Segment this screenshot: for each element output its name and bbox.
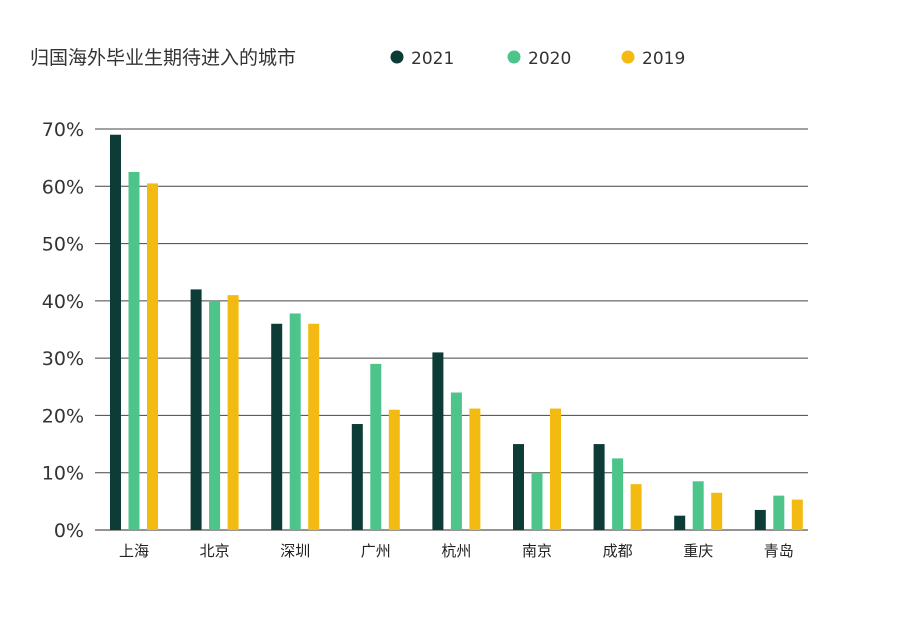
bar-2021-6 xyxy=(593,444,605,530)
legend-item-2019: 2019 xyxy=(621,49,685,69)
legend-label: 2020 xyxy=(528,49,571,69)
bar-2021-2 xyxy=(271,323,283,530)
x-tick-label: 北京 xyxy=(200,542,230,560)
y-tick-label: 50% xyxy=(42,234,84,256)
bar-2020-3 xyxy=(370,363,382,530)
bar-2021-5 xyxy=(513,444,524,530)
bar-2021-1 xyxy=(190,289,202,530)
bar-2019-7 xyxy=(711,492,723,530)
x-tick-label: 南京 xyxy=(522,542,552,560)
bar-2021-8 xyxy=(754,509,766,530)
x-tick-label: 深圳 xyxy=(280,542,310,560)
x-tick-label: 成都 xyxy=(603,542,633,560)
x-tick-label: 广州 xyxy=(361,542,391,560)
bar-2019-2 xyxy=(308,323,320,530)
bar-2019-0 xyxy=(147,183,158,530)
legend-swatch xyxy=(507,50,521,64)
legend-item-2021: 2021 xyxy=(390,49,454,69)
bar-2019-5 xyxy=(550,408,561,530)
x-tick-label: 青岛 xyxy=(764,542,794,560)
bar-2021-3 xyxy=(351,424,363,530)
bar-2021-0 xyxy=(110,134,121,530)
bar-2019-6 xyxy=(630,484,642,530)
bar-2020-5 xyxy=(531,472,543,530)
bar-2020-1 xyxy=(209,300,221,530)
legend-item-2020: 2020 xyxy=(507,49,571,69)
chart-title: 归国海外毕业生期待进入的城市 xyxy=(30,47,296,69)
y-tick-label: 20% xyxy=(42,405,84,427)
bar-2021-7 xyxy=(674,515,686,530)
bar-2020-6 xyxy=(612,458,624,530)
x-axis: 上海 北京 深圳 广州 杭州 南京 成都 重庆 青岛 xyxy=(119,542,794,560)
bar-2020-2 xyxy=(289,313,301,530)
x-tick-label: 上海 xyxy=(119,542,149,560)
y-tick-label: 70% xyxy=(42,119,84,141)
y-tick-label: 30% xyxy=(42,348,84,370)
x-tick-label: 杭州 xyxy=(441,542,471,560)
y-tick-label: 40% xyxy=(42,291,84,313)
bar-2019-1 xyxy=(227,295,239,530)
legend-swatch xyxy=(621,50,635,64)
bar-2019-3 xyxy=(388,409,400,530)
legend: 2021 2020 2019 xyxy=(390,49,685,69)
bar-2019-8 xyxy=(791,499,803,530)
legend-swatch xyxy=(390,50,404,64)
legend-label: 2021 xyxy=(411,49,454,69)
x-tick-label: 重庆 xyxy=(683,542,713,560)
bar-2020-7 xyxy=(692,481,704,530)
bar-2019-4 xyxy=(469,408,481,530)
legend-label: 2019 xyxy=(642,49,685,69)
y-tick-label: 0% xyxy=(54,520,84,542)
bar-2021-4 xyxy=(432,352,444,530)
bar-2020-0 xyxy=(128,171,140,530)
y-tick-label: 10% xyxy=(42,463,84,485)
bar-2020-4 xyxy=(450,392,462,530)
y-tick-label: 60% xyxy=(42,176,84,198)
bar-2020-8 xyxy=(773,495,785,530)
bars xyxy=(110,134,803,530)
y-axis: 0% 10% 20% 30% 40% 50% 60% 70% xyxy=(42,119,84,542)
